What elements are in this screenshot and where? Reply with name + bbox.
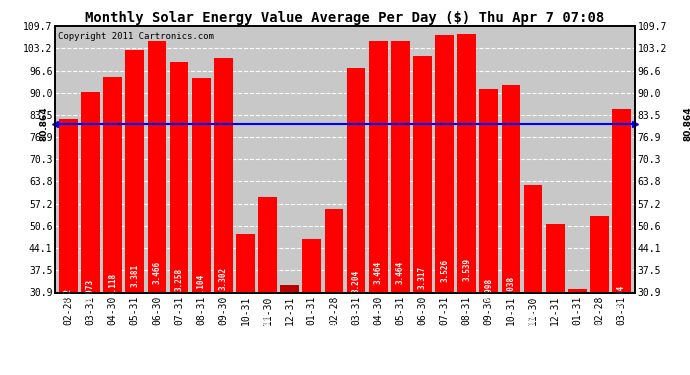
- Text: 1.943: 1.943: [263, 315, 272, 339]
- Text: Monthly Solar Energy Value Average Per Day ($) Thu Apr 7 07:08: Monthly Solar Energy Value Average Per D…: [86, 11, 604, 25]
- Text: 1.680: 1.680: [551, 325, 560, 348]
- Bar: [170, 63, 188, 375]
- Bar: [280, 285, 299, 375]
- Text: 2.973: 2.973: [86, 279, 95, 302]
- Bar: [391, 41, 410, 375]
- Bar: [524, 185, 542, 375]
- Text: 3.038: 3.038: [506, 276, 515, 299]
- Bar: [368, 41, 388, 375]
- Text: 1.829: 1.829: [329, 320, 338, 343]
- Text: 3.381: 3.381: [130, 264, 139, 287]
- Bar: [81, 92, 100, 375]
- Text: 1.094: 1.094: [285, 346, 294, 369]
- Text: 3.466: 3.466: [152, 261, 161, 284]
- Text: 1.535: 1.535: [307, 330, 316, 353]
- Bar: [214, 58, 233, 375]
- Bar: [59, 118, 78, 375]
- Bar: [435, 35, 454, 375]
- Text: 1.584: 1.584: [241, 328, 250, 351]
- Bar: [302, 239, 322, 375]
- Bar: [104, 77, 122, 375]
- Text: 3.258: 3.258: [175, 268, 184, 291]
- Text: 3.118: 3.118: [108, 273, 117, 297]
- Bar: [413, 56, 432, 375]
- Text: 3.204: 3.204: [352, 270, 361, 293]
- Bar: [126, 50, 144, 375]
- Text: 1.048: 1.048: [573, 348, 582, 371]
- Bar: [480, 89, 498, 375]
- Text: 3.317: 3.317: [418, 266, 427, 289]
- Text: 2.804: 2.804: [617, 285, 626, 308]
- Bar: [612, 109, 631, 375]
- Bar: [148, 41, 166, 375]
- Bar: [346, 68, 366, 375]
- Text: 3.464: 3.464: [374, 261, 383, 284]
- Bar: [324, 209, 344, 375]
- Text: Copyright 2011 Cartronics.com: Copyright 2011 Cartronics.com: [58, 32, 214, 40]
- Text: 3.464: 3.464: [396, 261, 405, 284]
- Text: 2.712: 2.712: [64, 288, 73, 311]
- Text: 80.864: 80.864: [39, 106, 48, 141]
- Text: 2.998: 2.998: [484, 278, 493, 301]
- Bar: [457, 34, 476, 375]
- Text: 3.302: 3.302: [219, 267, 228, 290]
- Bar: [258, 198, 277, 375]
- Text: 2.060: 2.060: [529, 311, 538, 334]
- Text: 3.104: 3.104: [197, 274, 206, 297]
- Text: 1.760: 1.760: [595, 322, 604, 345]
- Bar: [236, 234, 255, 375]
- Bar: [568, 290, 586, 375]
- Bar: [192, 78, 210, 375]
- Bar: [590, 216, 609, 375]
- Text: 80.864: 80.864: [683, 106, 690, 141]
- Text: 3.539: 3.539: [462, 258, 471, 281]
- Bar: [546, 225, 564, 375]
- Bar: [502, 85, 520, 375]
- Text: 3.526: 3.526: [440, 259, 449, 282]
